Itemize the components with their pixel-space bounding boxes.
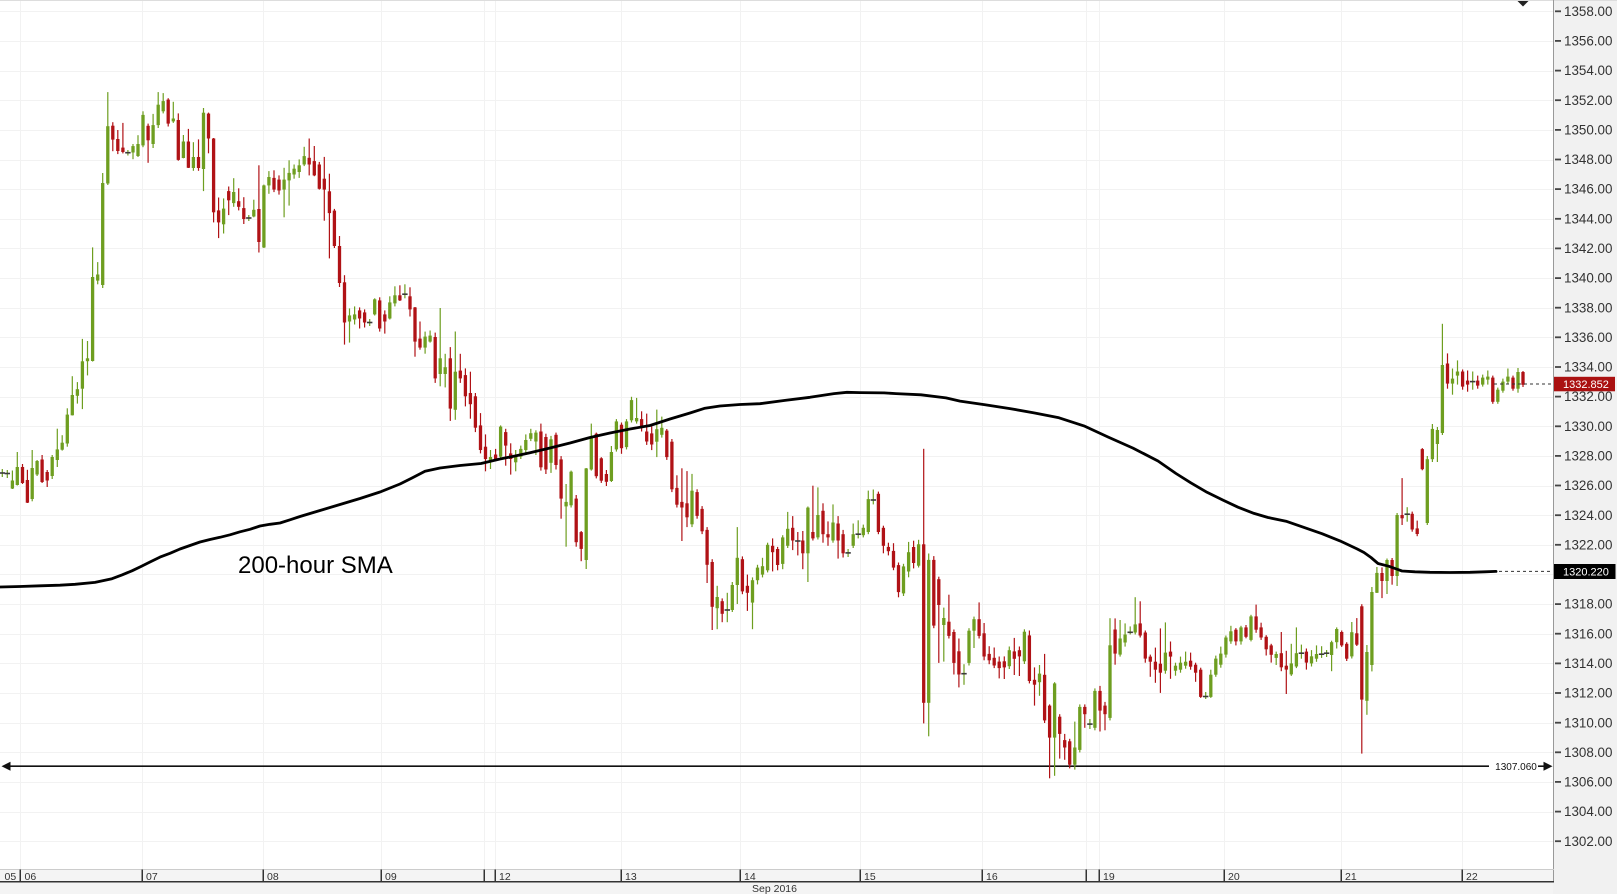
svg-text:1304.00: 1304.00 (1564, 804, 1612, 819)
svg-text:1306.00: 1306.00 (1564, 775, 1612, 790)
svg-text:1310.00: 1310.00 (1564, 715, 1612, 730)
svg-text:1318.00: 1318.00 (1564, 597, 1612, 612)
svg-text:05: 05 (5, 871, 17, 883)
svg-text:07: 07 (146, 871, 158, 883)
svg-text:15: 15 (864, 871, 876, 883)
svg-text:1348.00: 1348.00 (1564, 152, 1612, 167)
svg-text:1346.00: 1346.00 (1564, 182, 1612, 197)
svg-text:14: 14 (744, 871, 756, 883)
svg-text:1302.00: 1302.00 (1564, 834, 1612, 849)
svg-text:200-hour SMA: 200-hour SMA (238, 552, 393, 579)
svg-text:1354.00: 1354.00 (1564, 63, 1612, 78)
svg-text:16: 16 (986, 871, 998, 883)
svg-text:06: 06 (25, 871, 37, 883)
svg-text:09: 09 (385, 871, 397, 883)
svg-text:1328.00: 1328.00 (1564, 449, 1612, 464)
svg-text:19: 19 (1103, 871, 1115, 883)
svg-text:1314.00: 1314.00 (1564, 656, 1612, 671)
svg-text:1342.00: 1342.00 (1564, 241, 1612, 256)
svg-text:1338.00: 1338.00 (1564, 300, 1612, 315)
svg-text:1320.220: 1320.220 (1563, 566, 1609, 578)
svg-text:1336.00: 1336.00 (1564, 330, 1612, 345)
svg-text:1322.00: 1322.00 (1564, 537, 1612, 552)
svg-text:08: 08 (267, 871, 279, 883)
svg-text:20: 20 (1228, 871, 1240, 883)
svg-text:1358.00: 1358.00 (1564, 4, 1612, 19)
svg-text:1344.00: 1344.00 (1564, 211, 1612, 226)
svg-text:22: 22 (1466, 871, 1478, 883)
svg-text:1350.00: 1350.00 (1564, 123, 1612, 138)
svg-text:1334.00: 1334.00 (1564, 360, 1612, 375)
svg-text:1332.852: 1332.852 (1563, 379, 1609, 391)
svg-text:1332.00: 1332.00 (1564, 389, 1612, 404)
svg-text:1330.00: 1330.00 (1564, 419, 1612, 434)
svg-text:1308.00: 1308.00 (1564, 745, 1612, 760)
svg-text:1307.060: 1307.060 (1495, 762, 1537, 773)
svg-text:1316.00: 1316.00 (1564, 626, 1612, 641)
svg-text:1352.00: 1352.00 (1564, 93, 1612, 108)
svg-text:1340.00: 1340.00 (1564, 271, 1612, 286)
svg-text:1312.00: 1312.00 (1564, 686, 1612, 701)
svg-text:1324.00: 1324.00 (1564, 508, 1612, 523)
svg-text:1326.00: 1326.00 (1564, 478, 1612, 493)
svg-text:12: 12 (499, 871, 511, 883)
svg-text:13: 13 (625, 871, 637, 883)
svg-text:Sep 2016: Sep 2016 (752, 883, 797, 894)
svg-text:1356.00: 1356.00 (1564, 34, 1612, 49)
svg-text:21: 21 (1345, 871, 1357, 883)
